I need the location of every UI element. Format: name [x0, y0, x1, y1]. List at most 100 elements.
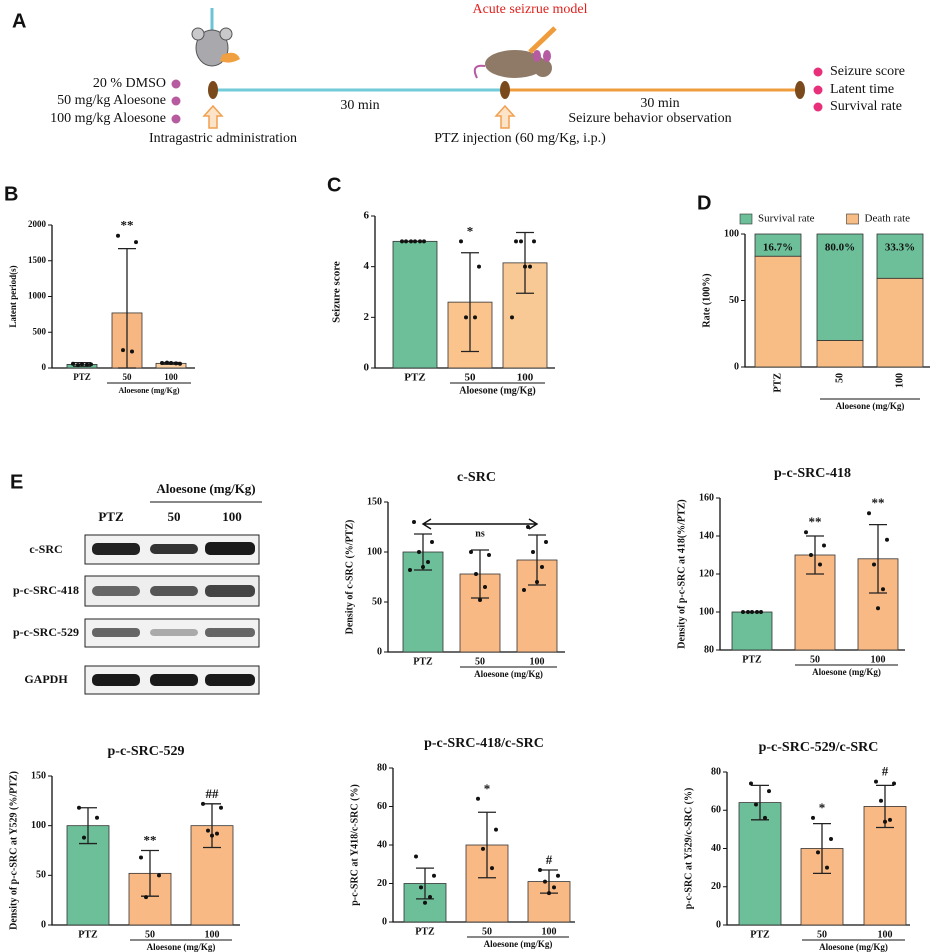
data-point [526, 525, 530, 529]
data-point [76, 363, 80, 368]
model-title: Acute seizrue model [472, 2, 587, 17]
y-axis-label: Seizure score [331, 261, 343, 323]
group-label: 20 % DMSO [93, 76, 166, 91]
y-tick-label: 0 [42, 362, 47, 372]
interval: 30 min [640, 96, 679, 111]
data-point [400, 239, 404, 244]
data-point [418, 239, 422, 244]
chart-title: p-c-SRC-418/c-SRC [424, 736, 544, 751]
group-label: Aloesone (mg/Kg) [836, 401, 905, 411]
data-point [892, 781, 896, 786]
data-point [71, 361, 75, 366]
y-tick-label: 100 [31, 820, 46, 831]
y-tick-label: 150 [367, 496, 382, 507]
bar [731, 611, 773, 651]
data-point [116, 233, 120, 238]
panel-letter: D [697, 192, 711, 214]
legend-label: Survival rate [758, 213, 815, 225]
schematic: A Acute seizrue model [12, 2, 905, 146]
y-tick-label: 40 [377, 839, 387, 850]
group-label: Aloesone (mg/Kg) [118, 386, 179, 395]
legend-swatch [739, 213, 753, 225]
data-point [885, 537, 889, 542]
x-tick-label: 100 [517, 372, 534, 384]
data-point [432, 873, 436, 878]
group-label: 50 mg/kg Aloesone [57, 93, 166, 108]
y-tick-label: 0 [734, 361, 739, 372]
group-label: Aloesone (mg/Kg) [484, 939, 553, 949]
error-bar [118, 247, 136, 369]
bar [738, 802, 782, 926]
data-point [408, 568, 412, 572]
y-tick-label: 50 [36, 870, 46, 881]
annotation: ns [475, 528, 485, 539]
data-point [879, 798, 883, 803]
error-bar [414, 533, 432, 571]
chart-title: c-SRC [457, 470, 496, 485]
row-label: c-SRC [29, 542, 62, 556]
data-point [206, 828, 210, 833]
group-label: Aloesone (mg/Kg) [474, 669, 543, 679]
error-bar [813, 822, 831, 875]
annotation: ** [809, 514, 822, 529]
annotation: * [484, 781, 491, 796]
x-tick-label: 100 [871, 654, 886, 665]
data-point [809, 553, 813, 557]
y-tick-label: 120 [699, 568, 714, 579]
x-tick-label: 50 [475, 656, 485, 667]
data-point [522, 588, 526, 592]
group-label: Aloesone (mg/Kg) [812, 667, 881, 677]
data-point [867, 511, 871, 516]
y-tick-label: 0 [716, 919, 721, 930]
data-point [404, 239, 408, 244]
y-tick-label: 500 [33, 326, 47, 336]
data-point [412, 520, 416, 524]
data-point [763, 815, 767, 820]
data-point [157, 873, 161, 878]
y-axis-label: Latent period(s) [8, 265, 18, 327]
data-point [428, 894, 432, 899]
data-point [419, 885, 423, 890]
row-label: GAPDH [24, 672, 68, 686]
data-point [528, 264, 532, 269]
y-tick-label: 80 [711, 766, 721, 777]
panel-letter: E [10, 471, 23, 493]
data-point [547, 891, 551, 896]
legend-label: Death rate [865, 213, 911, 225]
x-tick-label: PTZ [772, 373, 783, 393]
data-point [459, 239, 463, 244]
y-tick-label: 160 [699, 492, 714, 503]
annotation: * [467, 223, 474, 238]
data-point [544, 540, 548, 544]
data-point [556, 873, 560, 878]
data-point [494, 827, 498, 832]
data-point [413, 239, 417, 244]
data-point [540, 565, 544, 569]
x-tick-label: 50 [465, 372, 477, 384]
data-point [139, 855, 143, 860]
y-tick-label: 20 [711, 881, 721, 892]
x-tick-label: 50 [817, 929, 827, 940]
panel-letter: C [327, 174, 341, 196]
legend-swatch [846, 213, 859, 225]
x-tick-label: 100 [894, 373, 905, 388]
bar-segment [876, 277, 924, 368]
data-point [552, 885, 556, 890]
panel-letter: A [12, 10, 26, 32]
data-point [130, 349, 134, 354]
data-point [538, 868, 542, 873]
x-tick-label: 50 [482, 926, 492, 937]
lane-label: PTZ [98, 509, 124, 524]
outcome: Latent time [830, 82, 894, 97]
y-tick-label: 0 [382, 916, 387, 927]
data-point [210, 833, 214, 838]
step: Seizure behavior observation [568, 111, 731, 126]
chart-title: p-c-SRC-529/c-SRC [759, 740, 879, 755]
node [795, 81, 805, 99]
annotation: ## [206, 786, 220, 801]
data-point [883, 819, 887, 824]
data-point [514, 239, 518, 244]
value-label: 16.7% [763, 242, 793, 254]
x-tick-label: PTZ [742, 654, 762, 665]
